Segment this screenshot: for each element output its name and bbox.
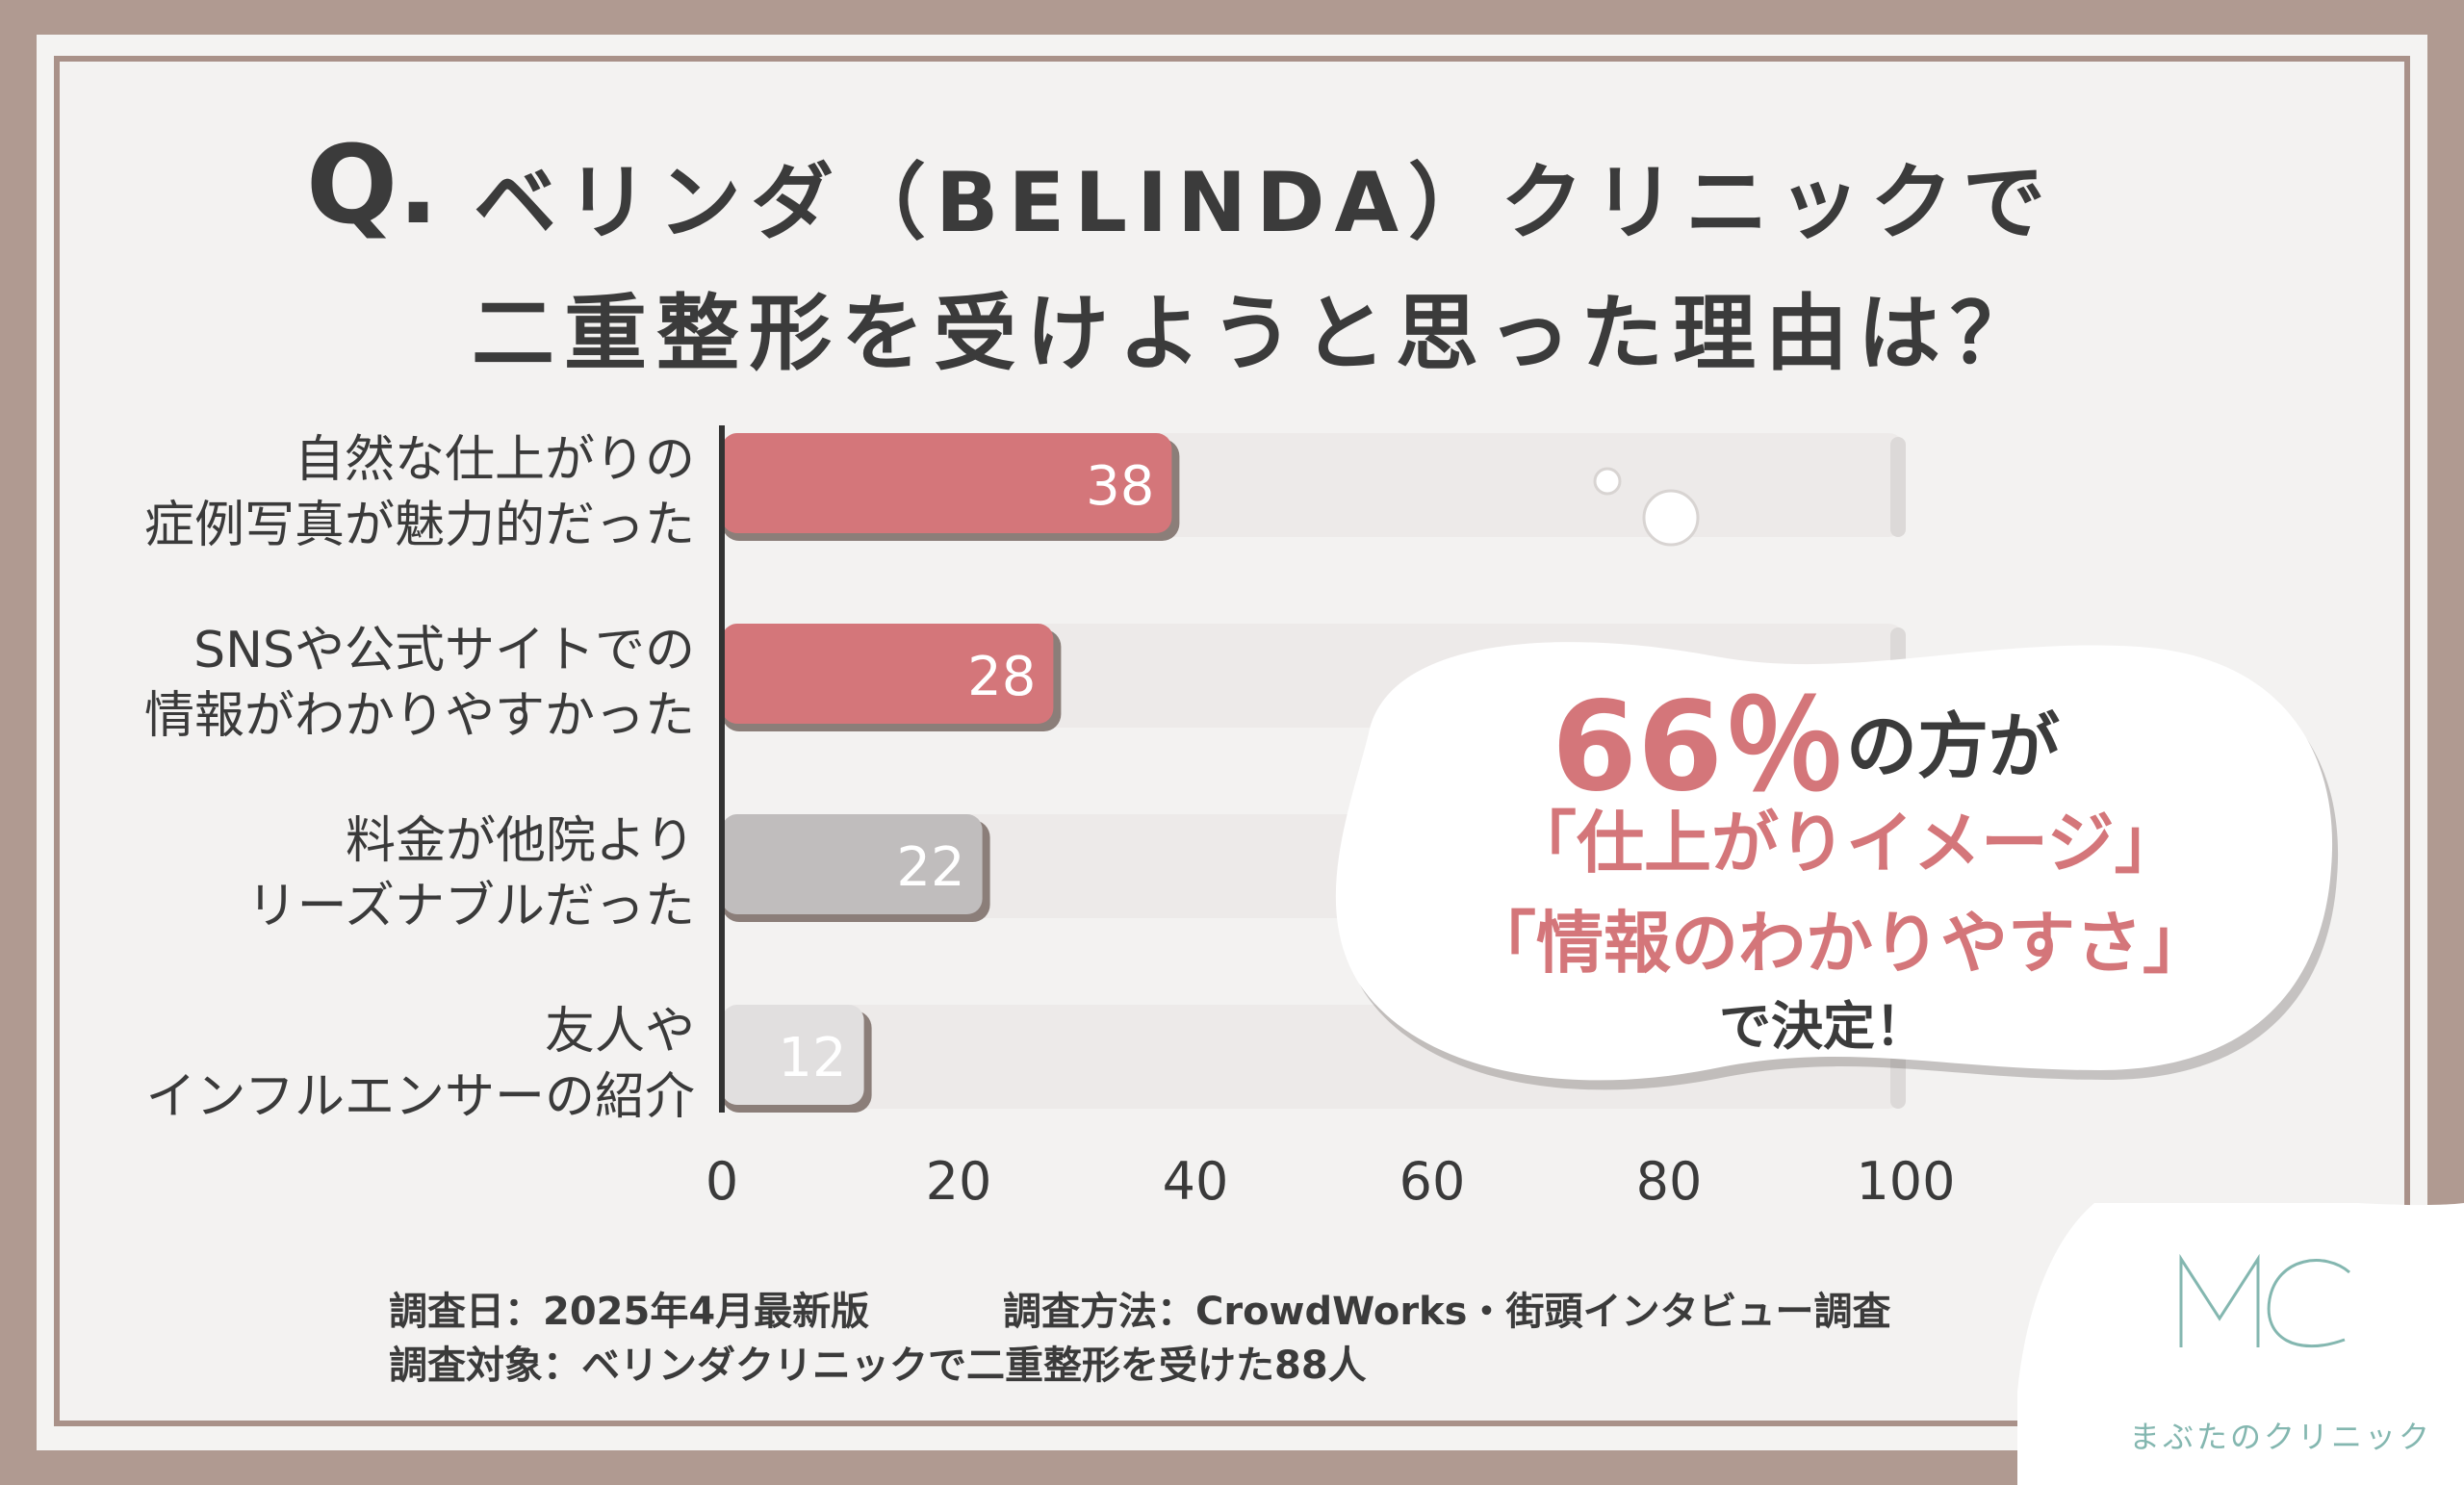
bubble-dots xyxy=(1593,467,1700,547)
bar xyxy=(722,624,1054,724)
category-label: 自然な仕上がりの 症例写真が魅力的だった xyxy=(143,431,695,554)
bar-value-label: 12 xyxy=(778,1027,846,1089)
bar xyxy=(722,1005,864,1105)
bar-value-label: 28 xyxy=(967,646,1036,708)
x-tick-label: 60 xyxy=(1399,1151,1466,1212)
category-label: 友人や インフルエンサーの紹介 xyxy=(145,1003,695,1126)
callout-percent: 66％ xyxy=(1552,676,1847,819)
title-line-2: 二重整形を受けようと思った理由は？ xyxy=(472,286,2042,382)
bar xyxy=(722,814,983,914)
callout-conclusion: で決定！ xyxy=(1719,996,1927,1057)
question-mark-label: Q. xyxy=(306,123,439,248)
x-tick-label: 40 xyxy=(1163,1151,1229,1212)
bar-track-shadow xyxy=(1890,437,1906,537)
x-tick-label: 80 xyxy=(1636,1151,1703,1212)
survey-target-note: 調査対象：ベリンダクリニックで二重整形を受けた88人 xyxy=(389,1344,1367,1388)
callout-bubble xyxy=(1335,642,2339,1090)
bar-value-label: 38 xyxy=(1086,455,1154,518)
category-label: 料金が他院より リーズナブルだった xyxy=(246,812,695,935)
category-label: SNSや公式サイトでの 情報がわかりやすかった xyxy=(143,622,695,745)
survey-date-note: 調査日：2025年4月最新版 xyxy=(389,1290,870,1334)
bar xyxy=(722,433,1172,533)
clinic-logo xyxy=(2017,1203,2464,1485)
clinic-name: まぶたのクリニック xyxy=(2129,1419,2433,1455)
callout-reason-1: 「仕上がりイメージ」 xyxy=(1509,804,2182,883)
logo-mark-icon xyxy=(2179,1253,2260,1347)
callout-suffix: の方が xyxy=(1846,705,2060,788)
x-tick-label: 100 xyxy=(1856,1151,1955,1212)
x-tick-label: 0 xyxy=(706,1151,738,1212)
survey-method-note: 調査方法：CrowdWorks・街頭インタビュー調査 xyxy=(1003,1290,1891,1334)
title-line-1: ベリンダ（BELINDA）クリニックで xyxy=(474,155,2056,251)
callout-reason-2: 「情報のわかりやすさ」 xyxy=(1469,904,2210,983)
bar-value-label: 22 xyxy=(896,836,964,899)
x-tick-label: 20 xyxy=(926,1151,992,1212)
